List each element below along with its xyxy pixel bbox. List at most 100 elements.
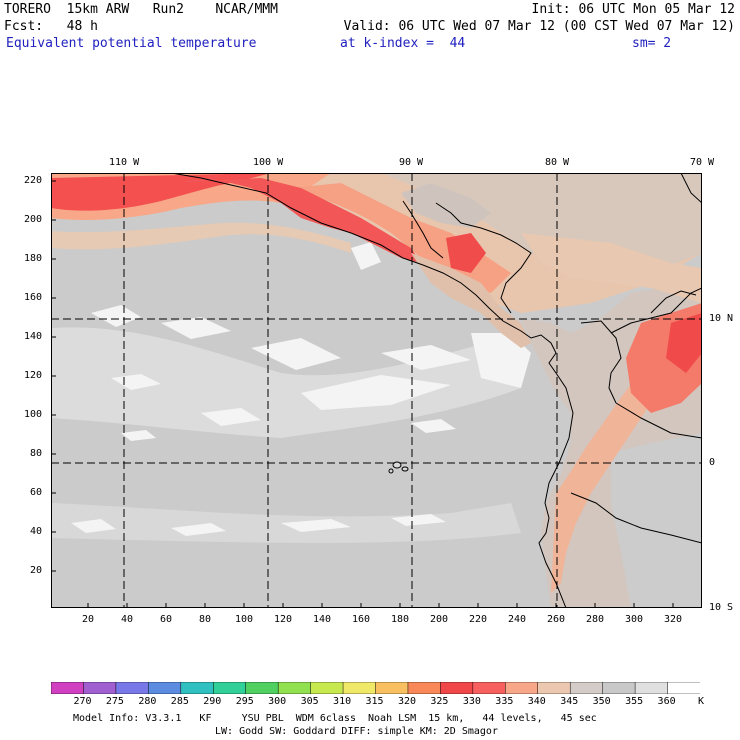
white-patches bbox=[71, 242, 531, 536]
colorbar-swatch bbox=[602, 682, 636, 694]
map-border bbox=[51, 173, 702, 608]
lat-label-10s: 10 S bbox=[709, 602, 734, 613]
colorbar-swatch bbox=[407, 682, 442, 694]
grid-y-120: 120 bbox=[24, 370, 43, 381]
grid-y-140: 140 bbox=[24, 331, 43, 342]
red-core-mexico-coast bbox=[51, 173, 271, 211]
colorbar-label: 340 bbox=[527, 696, 546, 707]
lat-label-10n: 10 N bbox=[709, 313, 734, 324]
grid-y-80: 80 bbox=[30, 448, 43, 459]
colorbar-label: 290 bbox=[203, 696, 222, 707]
land-colombia-red-core bbox=[666, 313, 702, 373]
colorbar-label: 330 bbox=[462, 696, 481, 707]
colorbar-label: 280 bbox=[138, 696, 157, 707]
grid-y-160: 160 bbox=[24, 292, 43, 303]
colorbar-label: 270 bbox=[73, 696, 92, 707]
grid-x-260: 260 bbox=[547, 614, 566, 625]
header-model-run: TORERO 15km ARW Run2 NCAR/MMM bbox=[4, 2, 278, 17]
colorbar-label: 350 bbox=[592, 696, 611, 707]
footer-model-info: Model Info: V3.3.1 KF YSU PBL WDM 6class… bbox=[73, 713, 597, 724]
colorbar-label: 335 bbox=[495, 696, 514, 707]
grid-x-140: 140 bbox=[313, 614, 332, 625]
grid-x-160: 160 bbox=[352, 614, 371, 625]
graticule bbox=[51, 173, 702, 608]
colorbar-swatch bbox=[277, 682, 312, 694]
grid-x-120: 120 bbox=[274, 614, 293, 625]
colorbar-swatch bbox=[634, 682, 669, 694]
grid-x-40: 40 bbox=[121, 614, 134, 625]
grid-y-20: 20 bbox=[30, 565, 43, 576]
colorbar-swatch bbox=[180, 682, 215, 694]
grid-x-80: 80 bbox=[199, 614, 212, 625]
footer-physics-info: LW: Godd SW: Goddard DIFF: simple KM: 2D… bbox=[215, 726, 498, 737]
colorbar-label: 295 bbox=[235, 696, 254, 707]
colorbar-unit: K bbox=[698, 696, 705, 707]
colorbar-swatch bbox=[115, 682, 150, 694]
grid-y-100: 100 bbox=[24, 409, 43, 420]
colorbar-label: 300 bbox=[268, 696, 287, 707]
colorbar-swatch bbox=[440, 682, 474, 694]
colorbar-swatch bbox=[667, 682, 700, 694]
grid-x-180: 180 bbox=[391, 614, 410, 625]
grid-x-300: 300 bbox=[625, 614, 644, 625]
grid-x-60: 60 bbox=[160, 614, 173, 625]
colorbar-label: 355 bbox=[625, 696, 644, 707]
colorbar-swatch bbox=[342, 682, 377, 694]
colorbar-label: 325 bbox=[430, 696, 449, 707]
colorbar-label: 315 bbox=[365, 696, 384, 707]
grid-x-240: 240 bbox=[508, 614, 527, 625]
grid-x-200: 200 bbox=[430, 614, 449, 625]
colorbar-label: 275 bbox=[105, 696, 124, 707]
header-init-time: Init: 06 UTC Mon 05 Mar 12 bbox=[531, 2, 736, 17]
land-sa-interior-gray bbox=[611, 433, 702, 608]
colorbar-label: 360 bbox=[657, 696, 676, 707]
colorbar-swatch bbox=[375, 682, 409, 694]
lon-label-100w: 100 W bbox=[253, 157, 284, 168]
header-valid-time: Valid: 06 UTC Wed 07 Mar 12 (00 CST Wed … bbox=[343, 19, 735, 34]
lat-label-0: 0 bbox=[709, 457, 716, 468]
field-smoothing: sm= 2 bbox=[632, 36, 672, 51]
grid-x-320: 320 bbox=[664, 614, 683, 625]
red-core-honduras bbox=[446, 233, 486, 273]
colorbar-swatch bbox=[245, 682, 279, 694]
colorbar-swatch bbox=[213, 682, 247, 694]
colorbar-swatch bbox=[569, 682, 604, 694]
land-central-america-tan bbox=[411, 253, 531, 348]
colorbar-swatch bbox=[51, 682, 85, 694]
header-forecast-hour: Fcst: 48 h bbox=[4, 19, 98, 34]
colorbar-label: 310 bbox=[333, 696, 352, 707]
theta-e-map bbox=[51, 173, 702, 608]
light-band-central bbox=[51, 327, 521, 438]
red-core-gulf-mexico bbox=[171, 178, 421, 263]
colorbar-label: 285 bbox=[170, 696, 189, 707]
coastlines bbox=[170, 173, 702, 608]
colorbar-swatch bbox=[472, 682, 507, 694]
lon-label-110w: 110 W bbox=[109, 157, 140, 168]
lon-label-70w: 70 W bbox=[690, 157, 715, 168]
grid-y-60: 60 bbox=[30, 487, 43, 498]
map-ticks bbox=[51, 180, 674, 608]
colorbar-swatch bbox=[83, 682, 117, 694]
grid-x-280: 280 bbox=[586, 614, 605, 625]
colorbar-swatch bbox=[505, 682, 539, 694]
lon-label-80w: 80 W bbox=[545, 157, 570, 168]
colorbar-label: 320 bbox=[397, 696, 416, 707]
lon-label-90w: 90 W bbox=[399, 157, 424, 168]
grid-x-20: 20 bbox=[82, 614, 95, 625]
grid-y-40: 40 bbox=[30, 526, 43, 537]
colorbar-label: 305 bbox=[300, 696, 319, 707]
grid-y-220: 220 bbox=[24, 175, 43, 186]
caribbean-tan bbox=[521, 233, 702, 303]
colorbar bbox=[51, 682, 700, 694]
grid-y-180: 180 bbox=[24, 253, 43, 264]
colorbar-swatch bbox=[148, 682, 182, 694]
grid-x-220: 220 bbox=[469, 614, 488, 625]
colorbar-swatch bbox=[310, 682, 344, 694]
grid-y-200: 200 bbox=[24, 214, 43, 225]
grid-x-100: 100 bbox=[235, 614, 254, 625]
field-name: Equivalent potential temperature bbox=[6, 36, 257, 51]
tan-band-north-2 bbox=[51, 222, 351, 253]
land-yucatan-gray bbox=[401, 183, 491, 228]
colorbar-swatch bbox=[537, 682, 571, 694]
field-level: at k-index = 44 bbox=[340, 36, 466, 51]
